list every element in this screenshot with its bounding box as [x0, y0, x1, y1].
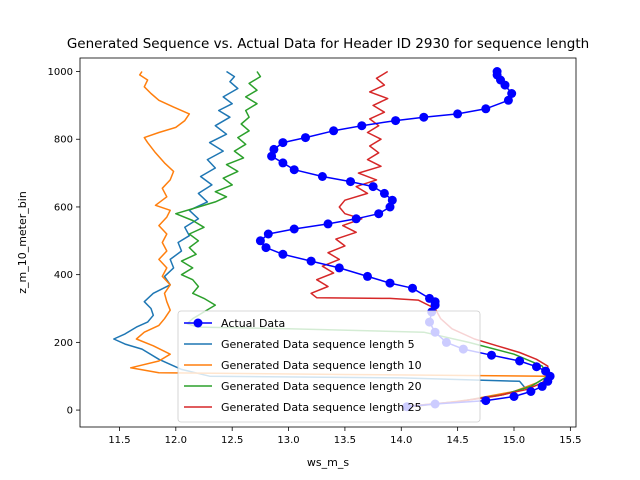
data-point-actual-data: [278, 158, 288, 168]
data-point-actual-data: [509, 392, 519, 401]
data-point-actual-data: [323, 219, 333, 229]
series-line-generated-data-sequence-length-10: [129, 71, 549, 408]
data-point-actual-data: [329, 126, 339, 136]
data-point-actual-data: [301, 133, 310, 143]
data-point-actual-data: [363, 271, 372, 281]
legend-label-generated-data-sequence-length-5: Generated Data sequence length 5: [221, 338, 415, 351]
data-point-actual-data: [346, 177, 355, 187]
y-tick-label: 1000: [48, 67, 73, 78]
data-point-actual-data: [267, 151, 277, 161]
legend-label-generated-data-sequence-length-20: Generated Data sequence length 20: [221, 380, 422, 393]
legend-marker-actual-data: [193, 318, 203, 328]
data-point-actual-data: [306, 256, 316, 266]
x-tick-label: 11.5: [108, 435, 130, 446]
data-point-actual-data: [387, 195, 397, 205]
data-point-actual-data: [507, 89, 517, 98]
data-point-actual-data: [515, 356, 525, 366]
data-point-actual-data: [481, 396, 491, 406]
x-tick-label: 12.5: [221, 435, 243, 446]
data-point-actual-data: [357, 121, 367, 131]
x-tick-label: 14.0: [390, 435, 412, 446]
data-point-actual-data: [453, 109, 463, 119]
data-point-actual-data: [269, 144, 279, 154]
x-tick-label: 15.0: [503, 435, 525, 446]
x-tick-label: 13.5: [334, 435, 356, 446]
legend-label-generated-data-sequence-length-10: Generated Data sequence length 10: [221, 359, 422, 372]
data-point-actual-data: [419, 112, 429, 122]
data-point-actual-data: [289, 224, 299, 234]
legend-box: [177, 310, 481, 423]
axes-layer: 11.5 12.0 12.5 13.0 13.5 14.0 14.5 15.0 15.5 0 200…: [48, 57, 581, 446]
chart-title: Generated Sequence vs. Actual Data for H…: [67, 36, 589, 52]
legend: Actual Data Generated Data sequence lengt…: [177, 310, 481, 423]
data-point-actual-data: [289, 165, 299, 175]
y-axis-label: z_m_10_meter_bin: [16, 191, 29, 294]
data-point-actual-data: [526, 387, 536, 396]
data-point-actual-data: [351, 214, 361, 224]
data-point-actual-data: [541, 366, 551, 376]
data-point-actual-data: [278, 138, 288, 148]
y-tick-label: 400: [54, 270, 73, 281]
x-tick-label: 14.5: [447, 435, 469, 446]
data-point-actual-data: [487, 350, 496, 360]
data-point-actual-data: [374, 209, 384, 219]
y-tick-label: 200: [54, 338, 73, 349]
data-point-actual-data: [255, 236, 265, 246]
data-point-actual-data: [385, 202, 395, 212]
series-line-generated-data-sequence-length-25: [310, 70, 549, 408]
legend-label-generated-data-sequence-length-25: Generated Data sequence length 25: [221, 401, 422, 414]
x-axis-label: ws_m_s: [307, 456, 349, 469]
data-point-actual-data: [379, 188, 389, 198]
data-point-actual-data: [408, 283, 417, 293]
x-tick-label: 12.0: [165, 435, 187, 446]
y-tick-label: 0: [67, 406, 73, 417]
data-point-actual-data: [492, 67, 502, 76]
data-point-actual-data: [278, 249, 288, 259]
data-point-actual-data: [532, 362, 541, 372]
data-point-actual-data: [425, 293, 434, 303]
x-tick-label: 13.0: [277, 435, 299, 446]
x-tick-label: 15.5: [559, 435, 581, 446]
y-tick-label: 800: [54, 135, 73, 146]
data-point-actual-data: [261, 243, 271, 253]
data-point-actual-data: [481, 104, 491, 114]
data-point-actual-data: [334, 263, 344, 273]
data-point-actual-data: [317, 172, 327, 181]
data-point-actual-data: [391, 116, 401, 126]
y-tick-label: 600: [54, 202, 73, 213]
data-point-actual-data: [368, 182, 378, 192]
data-point-actual-data: [503, 95, 513, 105]
data-point-actual-data: [385, 278, 395, 288]
plot-frame: [79, 57, 577, 428]
data-point-actual-data: [263, 229, 273, 239]
series-line-generated-data-sequence-length-5: [113, 70, 527, 408]
legend-label-actual-data: Actual Data: [221, 317, 285, 330]
